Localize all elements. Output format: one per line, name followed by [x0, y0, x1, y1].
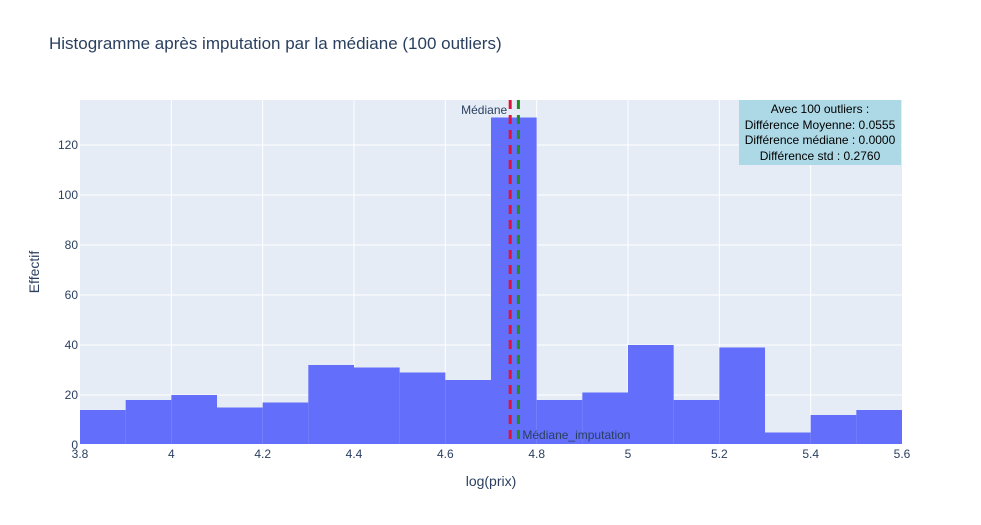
y-axis-title: Effectif: [26, 251, 42, 294]
histogram-bar: [354, 367, 400, 445]
histogram-bar: [80, 410, 126, 445]
y-tick-label: 120: [58, 138, 78, 152]
annotation-line-2: Différence Moyenne: 0.0555: [744, 117, 896, 132]
histogram-bar: [628, 345, 674, 445]
reference-line-label: Médiane: [461, 103, 507, 117]
reference-line-label: Médiane_imputation: [522, 428, 630, 442]
annotation-line-3: Différence médiane : 0.0000: [744, 133, 896, 147]
histogram-bar: [399, 372, 446, 445]
histogram-bar: [536, 400, 583, 445]
histogram-bar: [719, 347, 765, 445]
histogram-bar: [582, 392, 628, 445]
y-tick-label: 40: [65, 338, 79, 352]
histogram-bar: [856, 410, 902, 445]
x-tick-label: 4.4: [346, 447, 363, 461]
histogram-bars: [80, 117, 902, 446]
x-tick-label: 4.6: [437, 447, 454, 461]
histogram-bar: [445, 380, 491, 445]
histogram-bar: [125, 400, 172, 445]
x-tick-label: 3.8: [72, 447, 89, 461]
y-tick-label: 0: [71, 438, 78, 452]
histogram-bar: [217, 407, 263, 445]
x-axis-ticks: 3.8 4 4.2 4.4 4.6 4.8 5 5.2 5.4 5.6: [72, 447, 911, 461]
histogram-bar: [171, 395, 217, 445]
y-axis-ticks: 0 20 40 60 80 100 120: [58, 138, 78, 452]
x-axis-title: log(prix): [466, 473, 517, 489]
reference-lines: Médiane Médiane_imputation: [461, 100, 630, 445]
x-tick-label: 5: [625, 447, 632, 461]
histogram-bar: [810, 415, 857, 445]
x-tick-label: 4: [168, 447, 175, 461]
x-tick-label: 4.2: [254, 447, 271, 461]
y-tick-label: 20: [65, 388, 79, 402]
y-tick-label: 100: [58, 188, 78, 202]
x-tick-label: 5.4: [802, 447, 819, 461]
x-tick-label: 5.6: [894, 447, 911, 461]
y-tick-label: 60: [65, 288, 79, 302]
statistics-annotation-box: Avec 100 outliers : Différence Moyenne: …: [739, 100, 901, 165]
annotation-line-4: Différence std : 0.2760: [759, 148, 881, 163]
x-tick-label: 4.8: [528, 447, 545, 461]
chart-title: Histogramme après imputation par la médi…: [49, 34, 502, 53]
y-tick-label: 80: [65, 238, 79, 252]
histogram-bar: [262, 402, 309, 445]
x-tick-label: 5.2: [711, 447, 728, 461]
annotation-line-1: Avec 100 outliers :: [770, 102, 870, 116]
histogram-bar: [308, 365, 354, 445]
histogram-bar: [765, 432, 811, 445]
histogram-bar: [491, 117, 537, 445]
histogram-bar: [673, 400, 720, 445]
